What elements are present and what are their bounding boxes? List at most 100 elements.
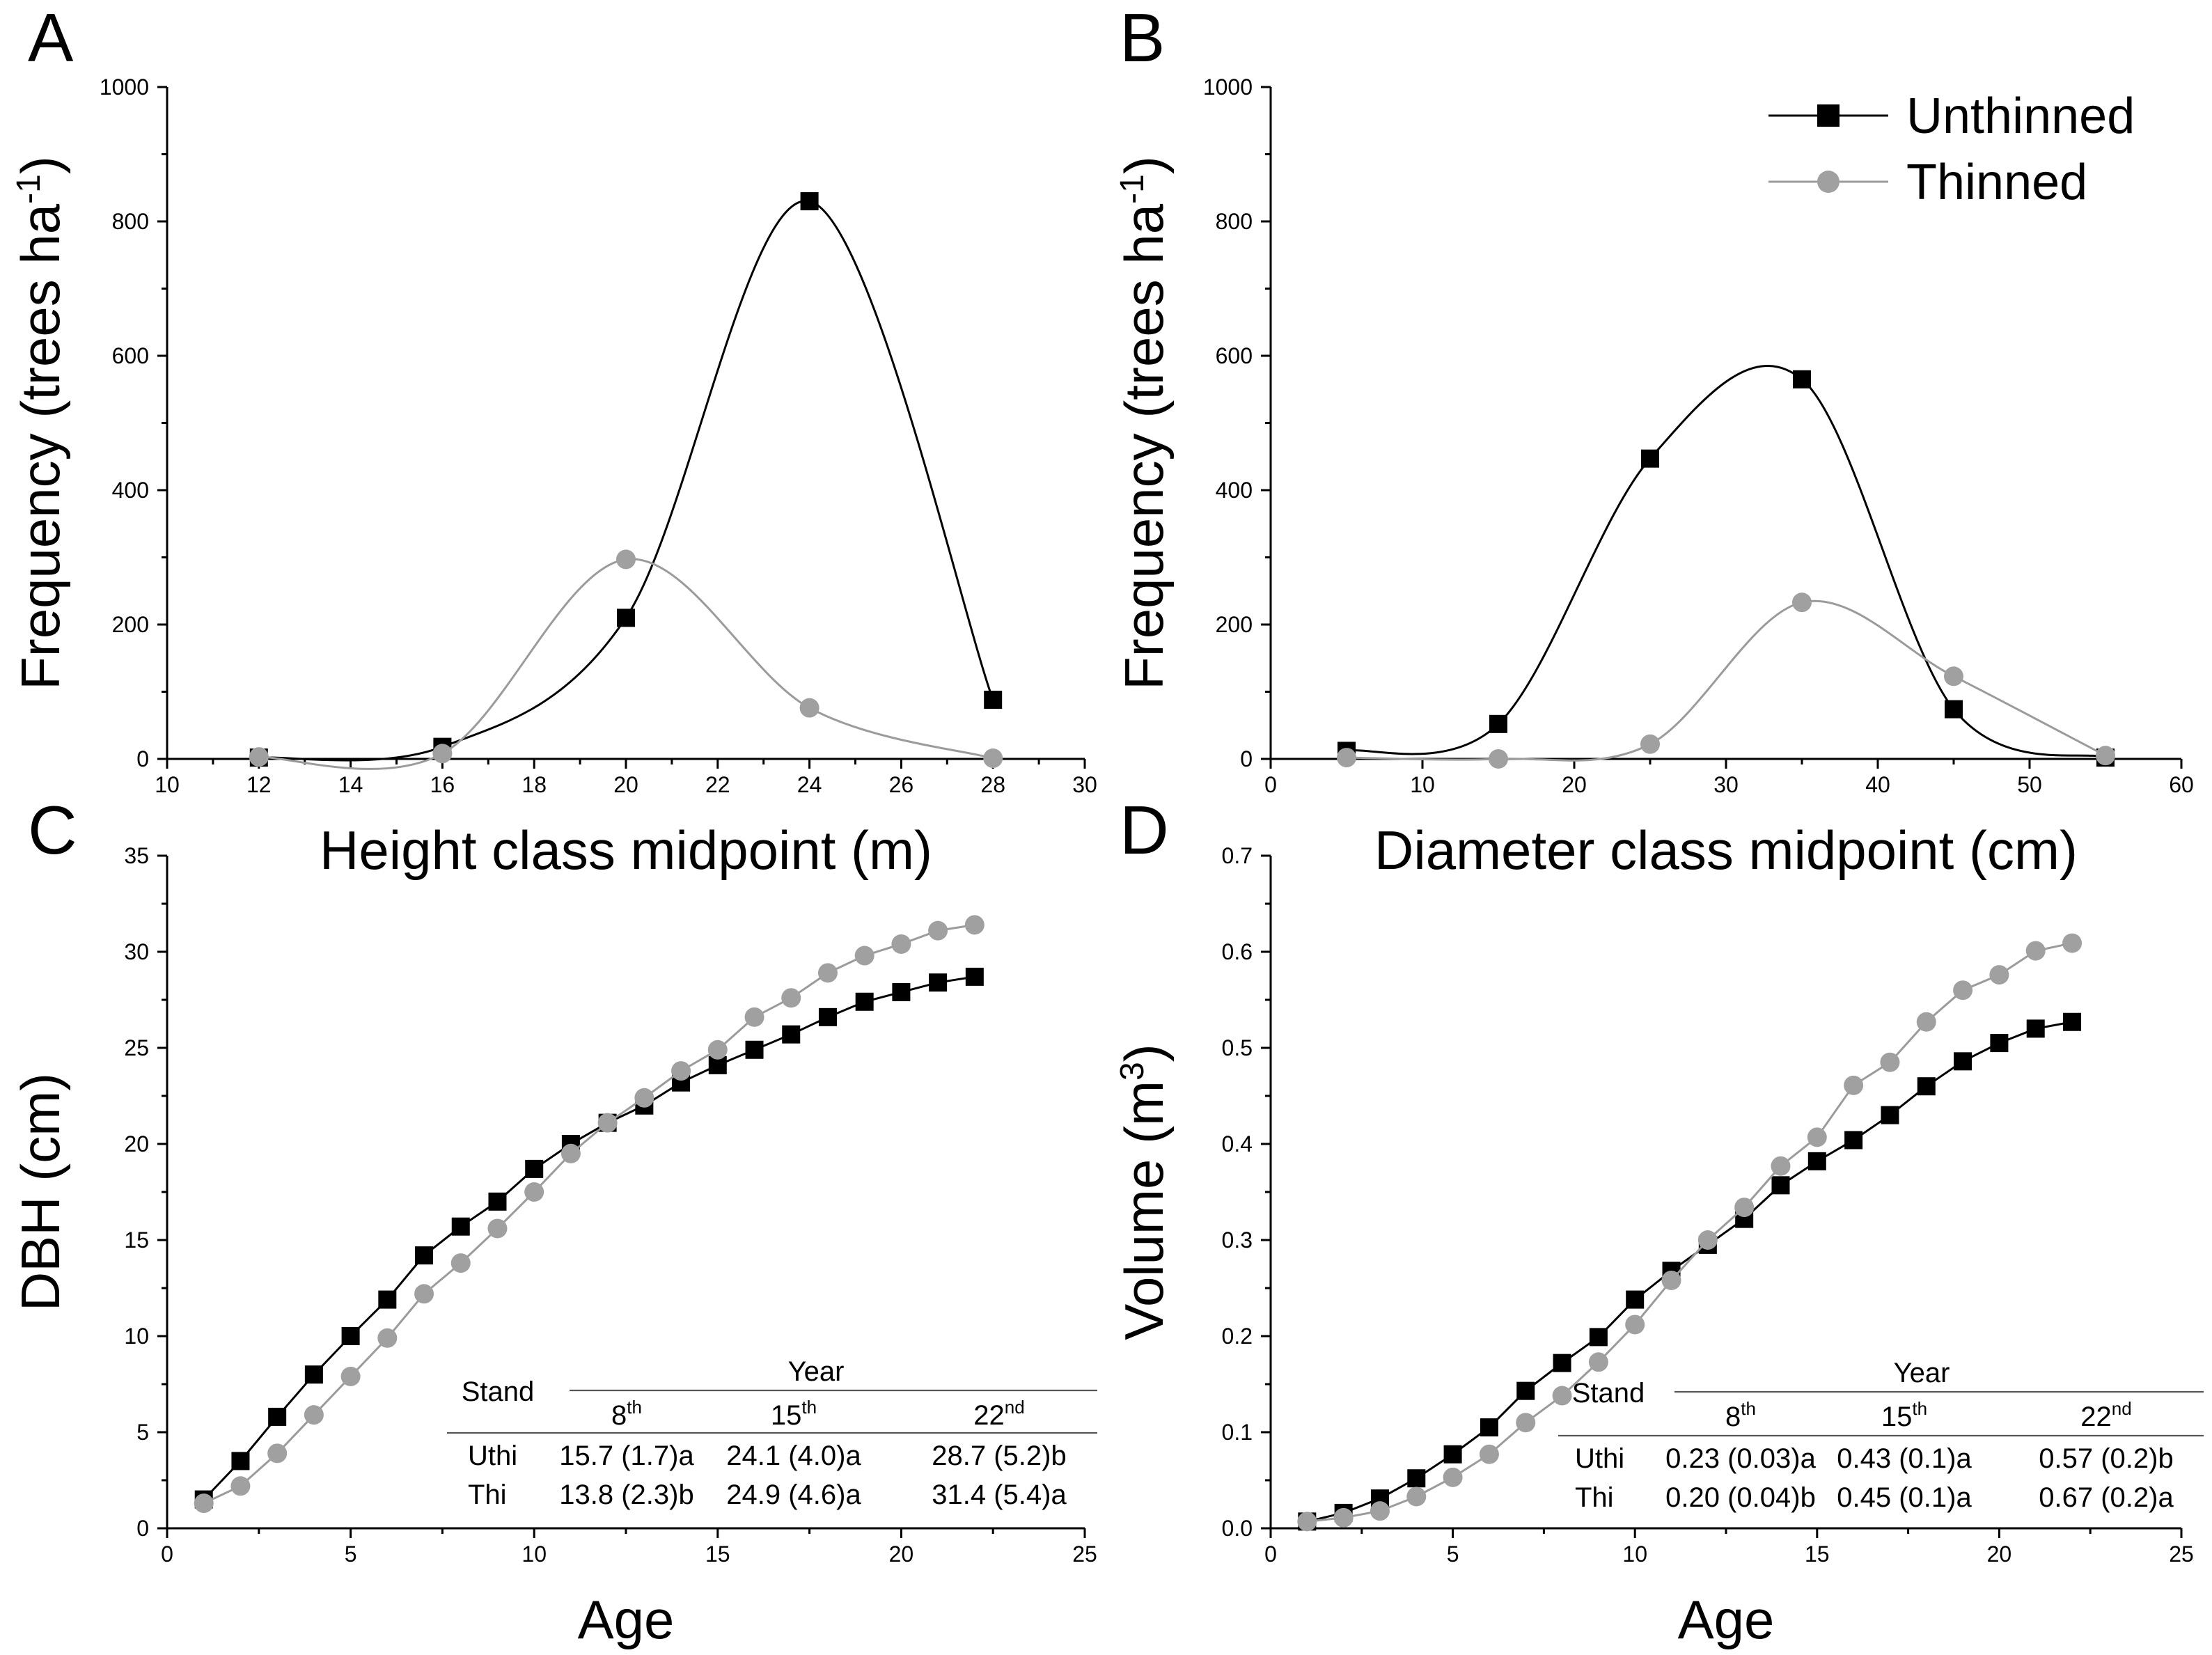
- x-tick-label: 14: [338, 772, 363, 797]
- data-point-circle: [1697, 1230, 1718, 1250]
- y-tick-label: 600: [112, 343, 149, 368]
- data-point-circle: [597, 1113, 618, 1133]
- data-point-square: [617, 609, 635, 627]
- data-point-square: [1589, 1328, 1608, 1347]
- series-thinned: [194, 915, 985, 1514]
- data-point-square: [378, 1290, 397, 1309]
- x-tick-label: 20: [613, 772, 638, 797]
- x-tick-label: 10: [521, 1542, 547, 1567]
- data-point-circle: [1880, 1052, 1900, 1072]
- data-point-circle: [1370, 1501, 1390, 1521]
- x-tick-label: 30: [1713, 772, 1739, 797]
- panel-b-diameter-chart: B Unthinned Thinned 0 10 20 30 40 50 600200400…: [1113, 0, 2194, 881]
- table-c-cell: 31.4 (5.4)a: [932, 1480, 1067, 1510]
- data-point-circle: [340, 1366, 361, 1386]
- data-point-circle: [2062, 933, 2082, 953]
- table-c-cell: 24.1 (4.0)a: [726, 1441, 861, 1471]
- panel-a-axes: 10 12 14 16 18 20 22 24 26 28 30 0 200 400 600 800 1000 H…: [10, 74, 1097, 881]
- panel-b-label: B: [1120, 0, 1165, 76]
- series-thinned: [249, 549, 1003, 770]
- table-d-cell: 0.45 (0.1)a: [1837, 1482, 1972, 1513]
- data-point-circle: [1771, 1156, 1791, 1176]
- data-point-square: [984, 691, 1003, 709]
- legend-unthinned-label: Unthinned: [1906, 88, 2135, 144]
- data-point-square: [2063, 1012, 2082, 1031]
- data-point-square: [855, 992, 874, 1011]
- y-axis-title: Frequency (trees ha-1): [10, 156, 71, 690]
- data-point-square: [1844, 1131, 1863, 1150]
- data-point-square: [1807, 1152, 1826, 1170]
- y-tick-label: 0.2: [1222, 1324, 1253, 1349]
- legend: Unthinned Thinned: [1768, 88, 2135, 210]
- table-c-year-15: 15th: [771, 1397, 817, 1431]
- y-tick-label: 200: [112, 612, 149, 637]
- series-thinned: [1337, 593, 2115, 769]
- data-point-circle: [1552, 1386, 1572, 1406]
- x-tick-label: 10: [155, 772, 180, 797]
- series-line-unthinned: [1306, 1021, 2073, 1523]
- data-point-circle: [1792, 593, 1812, 613]
- data-point-circle: [817, 963, 838, 983]
- table-d-row-label: Thi: [1575, 1482, 1614, 1513]
- series-line-thinned: [203, 923, 975, 1505]
- y-tick-label: 20: [124, 1131, 149, 1156]
- data-point-square: [1553, 1354, 1571, 1372]
- x-tick-label: 5: [1447, 1542, 1459, 1567]
- x-axis-title: Height class midpoint (m): [320, 819, 932, 881]
- data-point-circle: [1989, 965, 2009, 985]
- data-point-circle: [1489, 749, 1508, 769]
- data-point-circle: [799, 698, 819, 718]
- table-c-row-label: Uthi: [468, 1441, 517, 1471]
- y-tick-label: 0.0: [1222, 1516, 1253, 1541]
- table-d-cell: 0.67 (0.2)a: [2039, 1482, 2174, 1513]
- x-tick-label: 12: [246, 772, 272, 797]
- data-point-circle: [414, 1284, 434, 1304]
- table-c-cell: 28.7 (5.2)b: [932, 1441, 1066, 1471]
- y-tick-label: 0.5: [1222, 1035, 1253, 1060]
- data-point-square: [1945, 700, 1963, 719]
- data-point-square: [525, 1159, 544, 1178]
- data-point-circle: [1640, 734, 1660, 754]
- panel-a-label: A: [28, 0, 74, 76]
- data-point-circle: [230, 1476, 251, 1496]
- y-tick-label: 1000: [1203, 74, 1253, 100]
- table-d-cell: 0.57 (0.2)b: [2039, 1443, 2173, 1474]
- table-c-cell: 24.9 (4.6)a: [726, 1480, 861, 1510]
- table-d-stand-header: Stand: [1572, 1378, 1645, 1409]
- data-point-square: [1771, 1176, 1790, 1195]
- x-tick-label: 30: [1072, 772, 1097, 797]
- data-point-square: [1489, 714, 1507, 733]
- y-axis-title: Volume (m3): [1113, 1044, 1175, 1340]
- data-point-square: [451, 1217, 470, 1236]
- panel-c-dbh-chart: C Stand Year 8th 15th 22nd Uthi 15.7 (1.…: [10, 792, 1097, 1650]
- x-tick-label: 5: [345, 1542, 357, 1567]
- x-tick-label: 0: [1264, 1542, 1277, 1567]
- data-point-circle: [1337, 748, 1356, 768]
- x-tick-label: 25: [1072, 1542, 1097, 1567]
- data-point-circle: [1443, 1467, 1463, 1487]
- table-d-year-8: 8th: [1725, 1398, 1756, 1432]
- table-c-stand-header: Stand: [462, 1376, 535, 1407]
- y-tick-label: 0.4: [1222, 1131, 1253, 1156]
- data-point-square: [965, 967, 984, 986]
- data-point-square: [892, 982, 911, 1001]
- x-tick-label: 0: [1264, 772, 1277, 797]
- data-point-circle: [1406, 1487, 1427, 1507]
- data-point-square: [1641, 449, 1659, 468]
- data-point-circle: [707, 1040, 728, 1060]
- y-tick-label: 10: [124, 1324, 149, 1349]
- y-axis-title: Frequency (trees ha-1): [1113, 156, 1175, 690]
- y-tick-label: 15: [124, 1227, 149, 1253]
- data-point-circle: [1953, 980, 1973, 1001]
- data-point-circle: [1588, 1352, 1608, 1372]
- x-tick-label: 15: [705, 1542, 730, 1567]
- table-d-cell: 0.43 (0.1)a: [1837, 1443, 1972, 1474]
- y-tick-label: 25: [124, 1035, 149, 1060]
- data-point-square: [304, 1365, 323, 1384]
- x-tick-label: 15: [1805, 1542, 1830, 1567]
- table-c-year-header: Year: [788, 1356, 845, 1387]
- x-tick-label: 22: [705, 772, 730, 797]
- y-tick-label: 200: [1216, 612, 1253, 637]
- x-axis-title: Age: [578, 1589, 675, 1650]
